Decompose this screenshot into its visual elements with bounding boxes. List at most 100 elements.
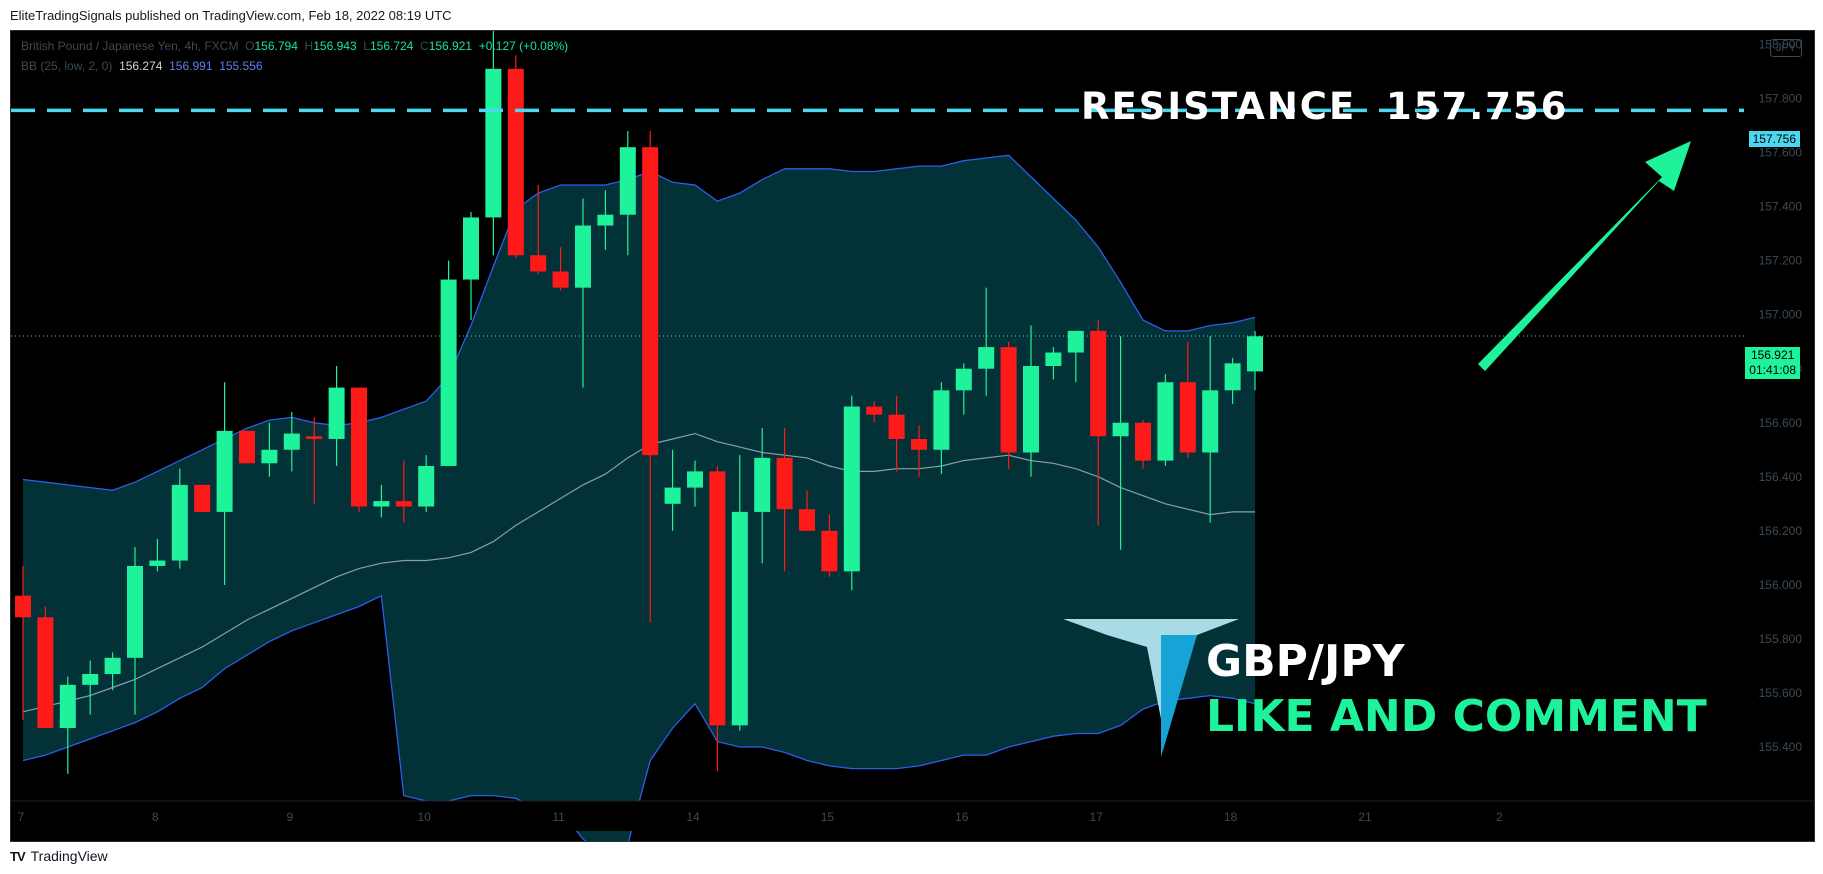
- candle-body: [776, 457, 793, 510]
- candle-body: [261, 449, 278, 464]
- x-tick-label: 7: [18, 810, 25, 824]
- bb-lower-value: 155.556: [219, 59, 263, 73]
- x-tick-label: 8: [152, 810, 159, 824]
- candle-body: [149, 560, 166, 566]
- y-tick-label: 155.400: [1759, 740, 1803, 754]
- bb-legend: BB (25, low, 2, 0) 156.274 156.991 155.5…: [21, 59, 263, 73]
- candle-body: [978, 347, 995, 369]
- candle-body: [283, 433, 300, 450]
- y-tick-label: 156.400: [1759, 470, 1803, 484]
- candle-body: [1090, 330, 1107, 437]
- symbol-name: British Pound / Japanese Yen, 4h, FXCM: [21, 39, 239, 53]
- candle-body: [418, 465, 435, 507]
- candle-body: [687, 471, 703, 488]
- tradingview-logo-icon: TV: [10, 848, 26, 864]
- y-tick-label: 156.000: [1759, 578, 1803, 592]
- candle-body: [597, 214, 614, 226]
- candle-body: [463, 217, 479, 280]
- x-tick-label: 15: [821, 810, 835, 824]
- candle-body: [351, 387, 367, 507]
- candle-body: [1179, 382, 1196, 453]
- candle-body: [59, 684, 76, 729]
- candle-body: [911, 438, 927, 450]
- change-value: +0.127 (+0.08%): [478, 39, 569, 53]
- candle-body: [1045, 352, 1062, 367]
- candle-body: [485, 68, 502, 218]
- candle-body: [373, 501, 390, 507]
- x-tick-label: 11: [552, 810, 565, 824]
- x-tick-label: 14: [686, 810, 700, 824]
- open-label: O: [245, 39, 255, 53]
- candle-body: [933, 390, 950, 450]
- symbol-legend: British Pound / Japanese Yen, 4h, FXCM O…: [21, 39, 568, 53]
- y-tick-label: 157.600: [1759, 146, 1803, 160]
- candle-body: [1247, 336, 1263, 372]
- y-tick-label: 157.400: [1759, 200, 1803, 214]
- bb-label: BB (25, low, 2, 0): [21, 59, 113, 73]
- candle-body: [619, 147, 636, 215]
- candle-body: [216, 430, 233, 512]
- candle-body: [440, 279, 457, 466]
- low-value: 156.724: [369, 39, 414, 53]
- candle-body: [82, 674, 99, 685]
- candle-body: [642, 147, 659, 456]
- x-tick-label: 17: [1090, 810, 1104, 824]
- candle-body: [15, 595, 31, 618]
- close-value: 156.921: [428, 39, 473, 53]
- close-label: C: [420, 39, 429, 53]
- x-tick-label: 16: [955, 810, 969, 824]
- candle-body: [575, 225, 591, 288]
- candle-body: [1135, 422, 1151, 461]
- up-arrow-icon: [1478, 141, 1691, 371]
- publish-info: EliteTradingSignals published on Trading…: [10, 8, 452, 23]
- candle-body: [1067, 330, 1084, 353]
- y-tick-label: 155.600: [1759, 686, 1803, 700]
- y-tick-label: 158.000: [1759, 38, 1803, 52]
- price-chart[interactable]: 158.000 157.800 157.600 157.400 157.200 157.0…: [11, 31, 1814, 841]
- candle-body: [395, 501, 412, 507]
- candle-body: [306, 436, 323, 439]
- candle-body: [1202, 390, 1219, 453]
- resistance-annotation: RESISTANCE 157.756: [1081, 85, 1569, 128]
- currency-badge[interactable]: JPY: [1769, 39, 1802, 57]
- candle-body: [821, 530, 838, 572]
- footer: TV TradingView: [10, 848, 108, 864]
- candle-body: [194, 484, 211, 512]
- candle-body: [507, 68, 524, 256]
- candle-body: [799, 509, 815, 531]
- candle-body: [1023, 366, 1039, 453]
- brand-logo-accent-icon: [1161, 635, 1197, 757]
- candle-body: [239, 430, 255, 464]
- bb-basis-line: [22, 432, 1255, 713]
- high-value: 156.943: [313, 39, 357, 53]
- candle-body: [1157, 382, 1174, 461]
- y-tick-label: 157.000: [1759, 308, 1803, 322]
- candle-body: [709, 471, 726, 726]
- y-tick-label: 157.800: [1759, 92, 1803, 106]
- bb-upper-value: 156.991: [169, 59, 213, 73]
- bb-basis-value: 156.274: [119, 59, 163, 73]
- candle-body: [104, 657, 121, 675]
- candle-body: [888, 414, 905, 439]
- candle-body: [171, 484, 188, 561]
- candle-body: [1000, 347, 1017, 453]
- x-tick-label: 21: [1358, 810, 1372, 824]
- candle-body: [866, 406, 883, 415]
- candle-body: [955, 368, 972, 391]
- candle-body: [754, 457, 771, 512]
- chart-panel[interactable]: 158.000 157.800 157.600 157.400 157.200 157.0…: [10, 30, 1815, 842]
- open-value: 156.794: [254, 39, 298, 53]
- candle-body: [843, 406, 860, 572]
- bb-band-fill: [23, 155, 1255, 841]
- candle-body: [731, 511, 748, 726]
- candle-body: [1224, 363, 1241, 391]
- candle-body: [37, 617, 54, 729]
- x-tick-label: 18: [1224, 810, 1238, 824]
- x-tick-label: 9: [286, 810, 293, 824]
- x-tick-label: 10: [418, 810, 432, 824]
- y-tick-label: 157.200: [1759, 254, 1803, 268]
- candle-body: [127, 565, 143, 658]
- candle-body: [1112, 422, 1129, 437]
- resistance-price-tag: 157.756: [1748, 131, 1800, 147]
- candle-body: [530, 255, 547, 272]
